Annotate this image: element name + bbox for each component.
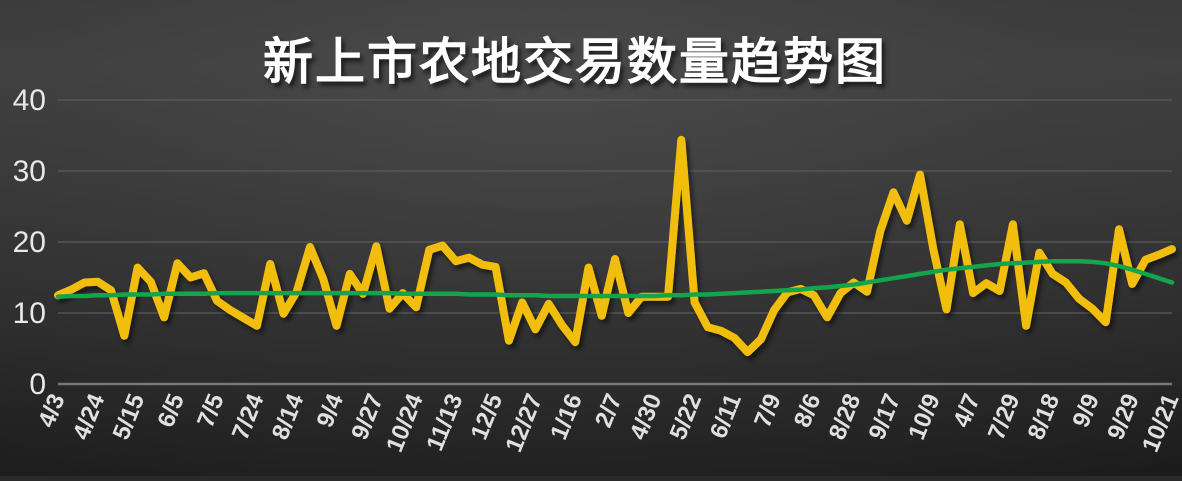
x-axis-tick-label: 1/16 bbox=[545, 390, 588, 443]
x-axis-tick-label: 9/17 bbox=[864, 390, 907, 443]
chart-title: 新上市农地交易数量趋势图 bbox=[263, 34, 887, 90]
x-axis-tick-label: 10/9 bbox=[903, 390, 946, 443]
gridlines bbox=[58, 99, 1172, 386]
y-axis-tick-label: 10 bbox=[13, 297, 46, 330]
y-axis-tick-label: 40 bbox=[13, 84, 46, 117]
x-axis-tick-label: 10/24 bbox=[381, 390, 429, 456]
data-line bbox=[54, 135, 1176, 357]
y-axis-tick-label: 30 bbox=[13, 155, 46, 188]
x-axis-tick-label: 9/9 bbox=[1067, 390, 1105, 431]
y-axis-tick-label: 0 bbox=[29, 368, 46, 401]
x-axis-tick-label: 7/24 bbox=[227, 390, 270, 444]
x-axis-tick-label: 12/5 bbox=[466, 390, 509, 443]
x-axis-tick-label: 9/4 bbox=[312, 390, 350, 432]
y-axis-labels: 0 10 20 30 40 bbox=[13, 84, 46, 401]
x-axis-tick-label: 7/9 bbox=[749, 390, 787, 431]
x-axis-tick-label: 5/15 bbox=[108, 390, 151, 443]
x-axis-tick-label: 8/18 bbox=[1023, 390, 1066, 443]
x-axis-tick-label: 2/7 bbox=[590, 390, 628, 431]
y-axis-tick-label: 20 bbox=[13, 226, 46, 259]
x-axis-tick-label: 11/13 bbox=[421, 390, 468, 455]
x-axis-labels: 4/34/245/15 6/5 7/57/248/14 9/49/2710/2411/… bbox=[33, 390, 1182, 456]
x-axis-tick-label: 8/6 bbox=[789, 390, 827, 431]
x-axis-tick-label: 5/22 bbox=[665, 390, 708, 443]
x-axis-tick-label: 6/5 bbox=[152, 390, 190, 431]
x-axis-tick-label: 4/30 bbox=[625, 390, 668, 443]
x-axis-tick-label: 7/29 bbox=[983, 390, 1026, 443]
x-axis-tick-label: 4/7 bbox=[948, 390, 986, 431]
x-axis-tick-label: 6/11 bbox=[705, 390, 747, 442]
x-axis-tick-label: 4/24 bbox=[68, 390, 111, 444]
x-axis-tick-label: 7/5 bbox=[192, 390, 230, 431]
x-axis-tick-label: 9/29 bbox=[1102, 390, 1145, 443]
trend-line bbox=[55, 258, 1175, 299]
x-axis-tick-label: 8/14 bbox=[267, 390, 310, 444]
series-lines bbox=[54, 135, 1176, 357]
x-axis-tick-label: 8/28 bbox=[824, 390, 867, 443]
x-axis-tick-label: 9/27 bbox=[346, 390, 389, 443]
